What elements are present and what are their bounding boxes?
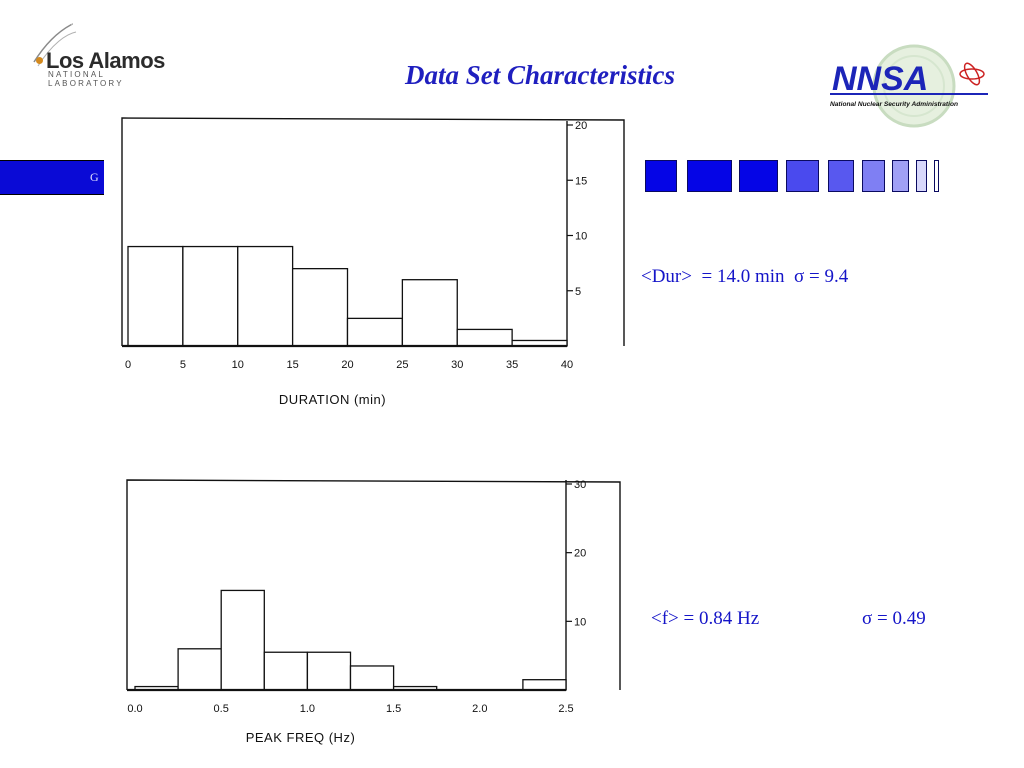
nnsa-logo: NNSA National Nuclear Security Administr… bbox=[826, 44, 992, 128]
x-tick-label: 30 bbox=[451, 359, 463, 371]
x-tick-label: 1.5 bbox=[386, 703, 401, 715]
histogram-bar bbox=[182, 245, 239, 347]
histogram-bar bbox=[127, 245, 184, 347]
peak-freq-histogram: 10 20 30 0.0 0.5 1.0 1.5 2.0 2.5 PEAK FREQ (Hz) bbox=[126, 479, 621, 745]
freq-mean: <f> = 0.84 Hz bbox=[651, 608, 760, 629]
x-tick-label: 0.0 bbox=[127, 703, 142, 715]
blue-square bbox=[687, 160, 732, 192]
x-tick-label: 0 bbox=[125, 359, 131, 371]
x-tick-label: 10 bbox=[232, 359, 244, 371]
histogram-bar bbox=[237, 245, 294, 347]
blue-square bbox=[828, 160, 854, 192]
histogram-bar bbox=[349, 665, 395, 691]
x-tick-label: 2.5 bbox=[558, 703, 573, 715]
histogram-bar bbox=[220, 589, 265, 691]
histogram-bar bbox=[177, 648, 222, 691]
lanl-name: Los Alamos bbox=[46, 48, 165, 73]
blue-band: G bbox=[0, 160, 104, 195]
x-tick-label: 25 bbox=[396, 359, 408, 371]
page-title: Data Set Characteristics bbox=[404, 60, 675, 90]
y-tick-label: 5 bbox=[575, 286, 581, 298]
x-tick-label: 5 bbox=[180, 359, 186, 371]
x-tick-label: 20 bbox=[341, 359, 353, 371]
x-axis-label: PEAK FREQ (Hz) bbox=[246, 730, 356, 745]
duration-histogram: 5 10 15 20 0 5 10 15 20 25 30 35 40 DURATION (min) bbox=[121, 117, 625, 407]
blue-square bbox=[786, 160, 819, 192]
blue-square bbox=[934, 160, 939, 192]
y-tick-label: 20 bbox=[575, 120, 587, 132]
duration-stats: <Dur> = 14.0 min σ = 9.4 bbox=[641, 266, 849, 287]
x-tick-label: 2.0 bbox=[472, 703, 487, 715]
x-tick-label: 0.5 bbox=[214, 703, 229, 715]
x-tick-label: 1.0 bbox=[300, 703, 315, 715]
x-tick-label: 15 bbox=[287, 359, 299, 371]
freq-sigma: σ = 0.49 bbox=[862, 608, 926, 629]
blue-square bbox=[916, 160, 927, 192]
plot-frame bbox=[126, 479, 621, 690]
plot-frame bbox=[121, 117, 625, 346]
lanl-subtitle: NATIONAL LABORATORY bbox=[48, 70, 124, 88]
blue-square bbox=[892, 160, 909, 192]
histogram-bar bbox=[401, 279, 458, 347]
y-tick-label: 30 bbox=[574, 479, 586, 491]
nnsa-letters: NNSA bbox=[832, 60, 928, 98]
band-letter: G bbox=[90, 170, 99, 184]
y-tick-label: 15 bbox=[575, 175, 587, 187]
nnsa-caption: National Nuclear Security Administration bbox=[830, 101, 958, 108]
histogram-bar bbox=[456, 328, 513, 347]
blue-square bbox=[645, 160, 677, 192]
x-tick-label: 40 bbox=[561, 359, 573, 371]
x-axis-label: DURATION (min) bbox=[279, 392, 386, 407]
histogram-bar bbox=[291, 267, 349, 347]
blue-square bbox=[862, 160, 885, 192]
lanl-dot-icon bbox=[36, 57, 43, 64]
histogram-bar bbox=[346, 317, 404, 347]
y-tick-label: 10 bbox=[574, 616, 586, 628]
los-alamos-logo: Los Alamos NATIONAL LABORATORY bbox=[24, 22, 184, 88]
x-tick-label: 35 bbox=[506, 359, 518, 371]
y-tick-label: 10 bbox=[575, 231, 587, 243]
blue-square bbox=[739, 160, 778, 192]
histogram-bar bbox=[306, 651, 352, 691]
y-tick-label: 20 bbox=[574, 548, 586, 560]
histogram-bar bbox=[263, 651, 309, 691]
histogram-bar bbox=[522, 679, 567, 691]
